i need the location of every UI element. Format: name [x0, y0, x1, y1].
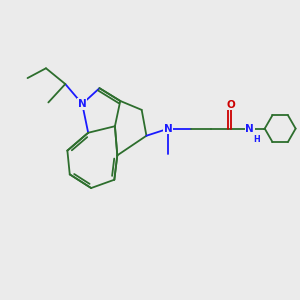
- Text: N: N: [245, 124, 254, 134]
- Text: N: N: [164, 124, 173, 134]
- Text: O: O: [226, 100, 235, 110]
- Text: N: N: [78, 99, 87, 109]
- Text: H: H: [254, 135, 260, 144]
